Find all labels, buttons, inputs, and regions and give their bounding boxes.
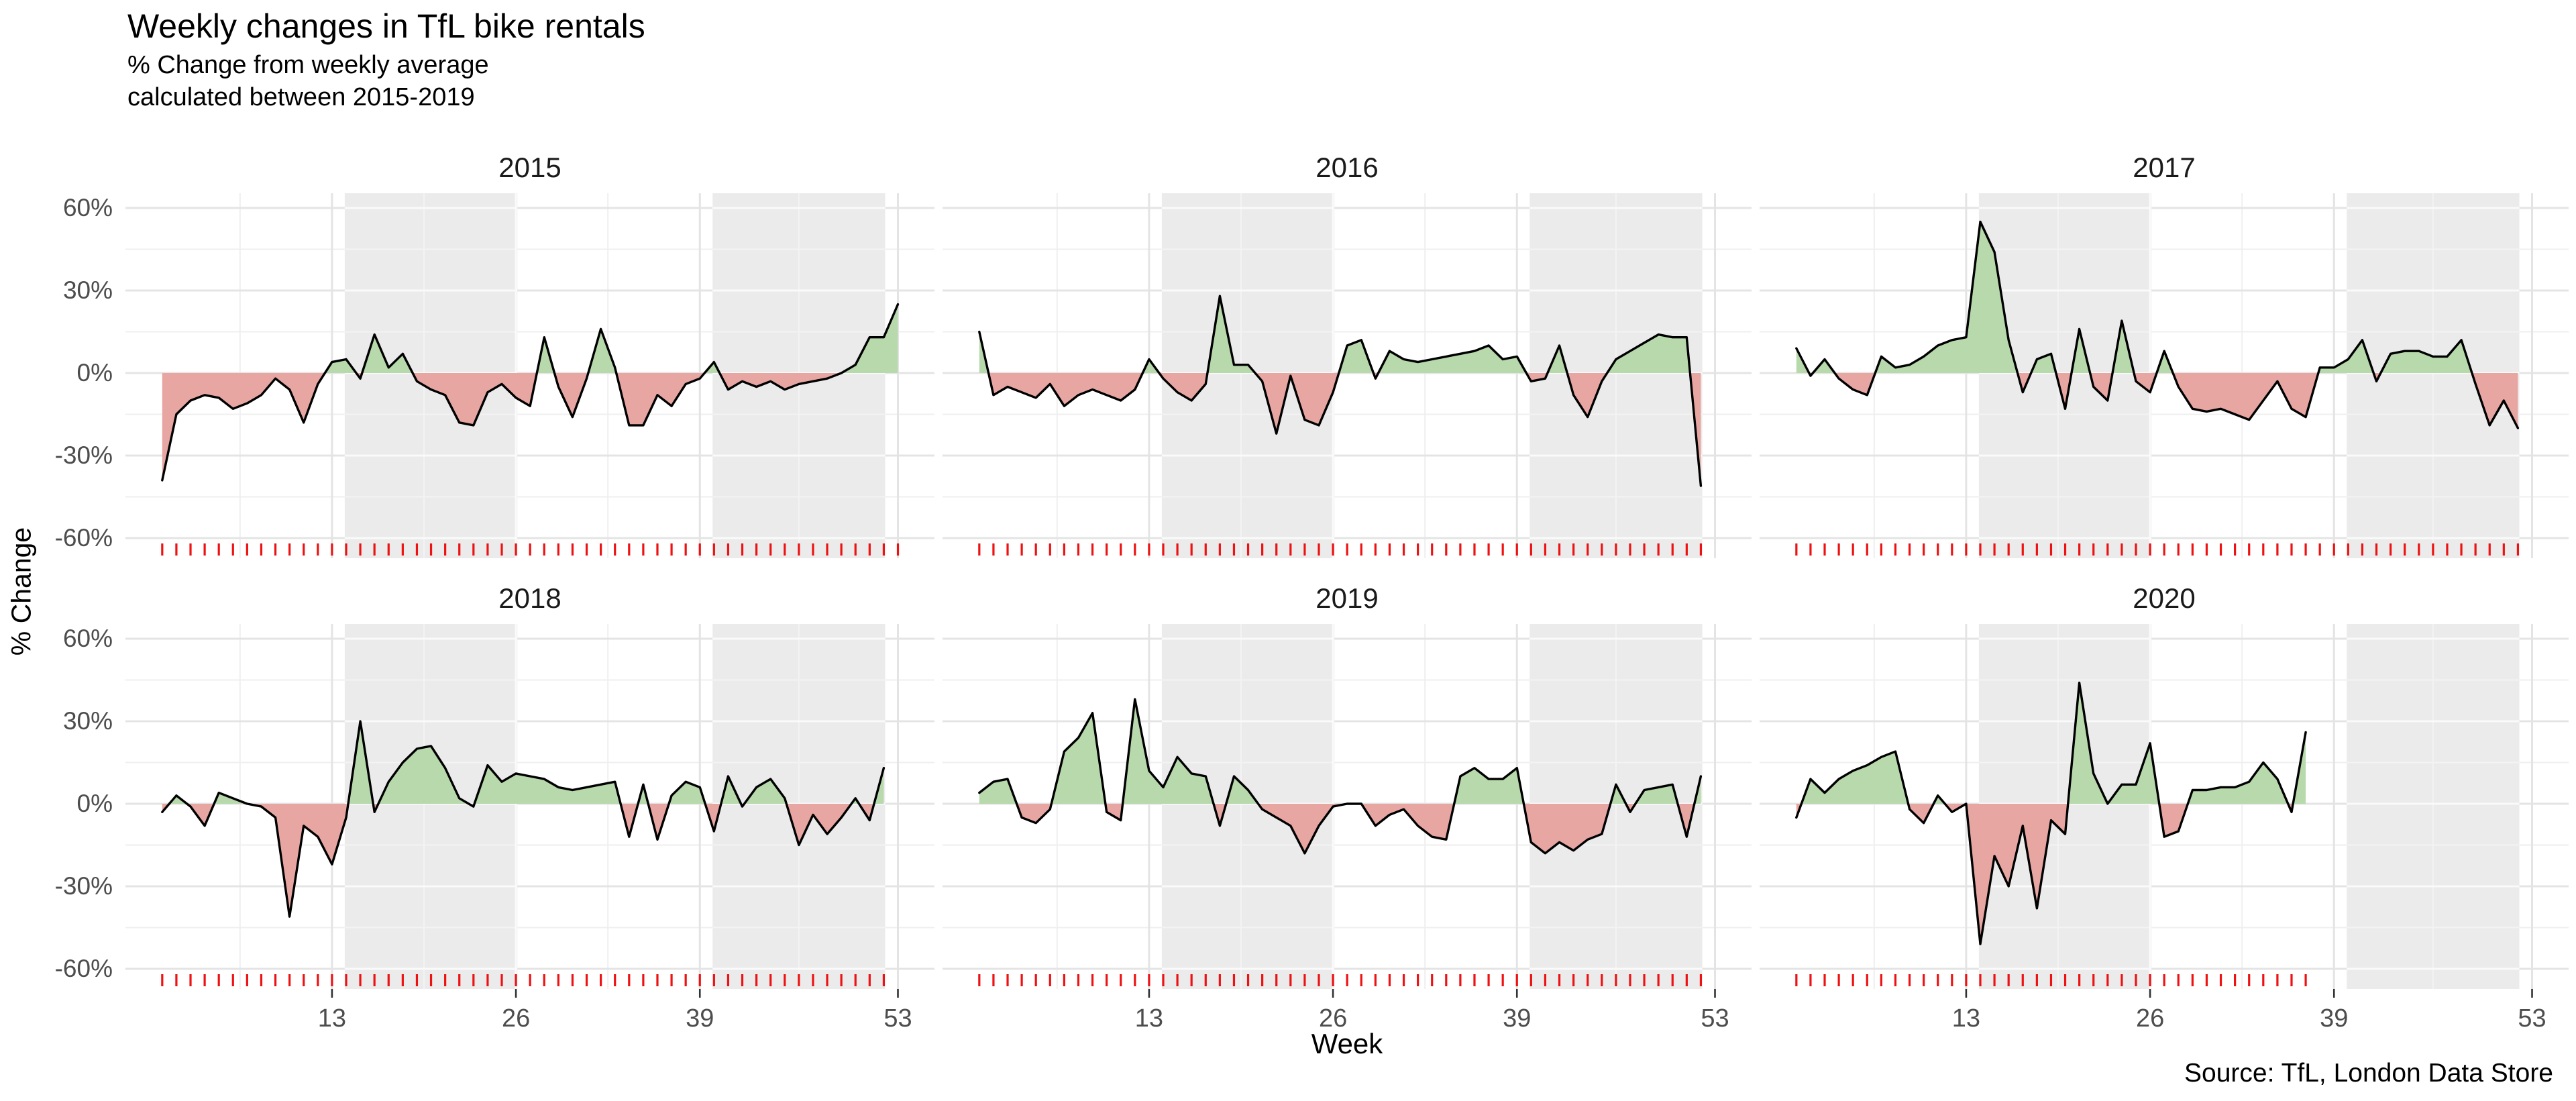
source-caption: Source: TfL, London Data Store (2184, 1059, 2553, 1088)
x-tick-label: 26 (501, 1004, 531, 1033)
week-rug-2019 (978, 974, 1703, 986)
series-line-2018 (161, 720, 885, 918)
week-rug-2015 (161, 543, 900, 556)
y-tick-label: -60% (54, 524, 113, 552)
facet-panel-2020 (1760, 624, 2569, 998)
x-tick-label: 53 (1701, 1004, 1729, 1033)
positive-area-2016 (979, 296, 1701, 373)
x-axis-title: Week (1311, 1028, 1383, 1059)
y-tick-label: 60% (62, 194, 113, 221)
y-tick-label: -30% (54, 872, 113, 900)
facet-title-2018: 2018 (498, 582, 561, 614)
x-tick-label: 13 (1951, 1004, 1981, 1033)
y-tick-label: -60% (54, 955, 113, 982)
facet-panel-2018 (125, 624, 934, 998)
week-rug-2020 (1795, 974, 2307, 986)
y-tick-label: 30% (62, 707, 113, 735)
y-tick-label: 60% (62, 625, 113, 652)
x-tick-label: 13 (317, 1004, 347, 1033)
week-rug-2017 (1795, 543, 2520, 556)
positive-area-2018 (162, 721, 884, 804)
y-axis-title: % Change (5, 527, 37, 656)
facet-panel-2017 (1760, 193, 2569, 558)
y-tick-label: -30% (54, 441, 113, 469)
x-tick-label: 39 (686, 1004, 714, 1033)
negative-area-2018 (162, 804, 884, 917)
y-tick-label: 0% (76, 359, 113, 386)
facet-title-2020: 2020 (2133, 582, 2196, 614)
chart-title: Weekly changes in TfL bike rentals (127, 7, 645, 45)
facet-panel-2019 (943, 624, 1752, 998)
x-tick-label: 53 (2518, 1004, 2546, 1033)
season-band-1 (344, 624, 518, 989)
chart-subtitle-line2: calculated between 2015-2019 (127, 83, 475, 111)
series-line-2020 (1795, 681, 2307, 945)
positive-area-2020 (1796, 682, 2306, 804)
y-tick-label: 30% (62, 276, 113, 304)
facet-panel-2016 (943, 193, 1752, 558)
week-rug-2016 (978, 543, 1703, 556)
chart-subtitle-line1: % Change from weekly average (127, 51, 489, 79)
facet-title-2015: 2015 (498, 152, 561, 183)
x-tick-label: 26 (1318, 1004, 1348, 1033)
series-line-2019 (978, 698, 1703, 855)
y-tick-label: 0% (76, 790, 113, 817)
x-tick-label: 53 (883, 1004, 912, 1033)
x-tick-label: 39 (2320, 1004, 2349, 1033)
x-tick-label: 26 (2135, 1004, 2165, 1033)
x-tick-label: 13 (1134, 1004, 1164, 1033)
x-tick-label: 39 (1503, 1004, 1532, 1033)
negative-area-2017 (1796, 373, 2518, 428)
negative-area-2015 (162, 373, 898, 480)
series-line-2017 (1795, 220, 2520, 429)
facet-title-2017: 2017 (2133, 152, 2196, 183)
series-line-2015 (161, 303, 900, 482)
series-line-2016 (978, 295, 1703, 487)
week-rug-2018 (161, 974, 885, 986)
facet-title-2016: 2016 (1316, 152, 1379, 183)
facet-title-2019: 2019 (1316, 582, 1379, 614)
facet-panel-2015 (125, 193, 934, 558)
